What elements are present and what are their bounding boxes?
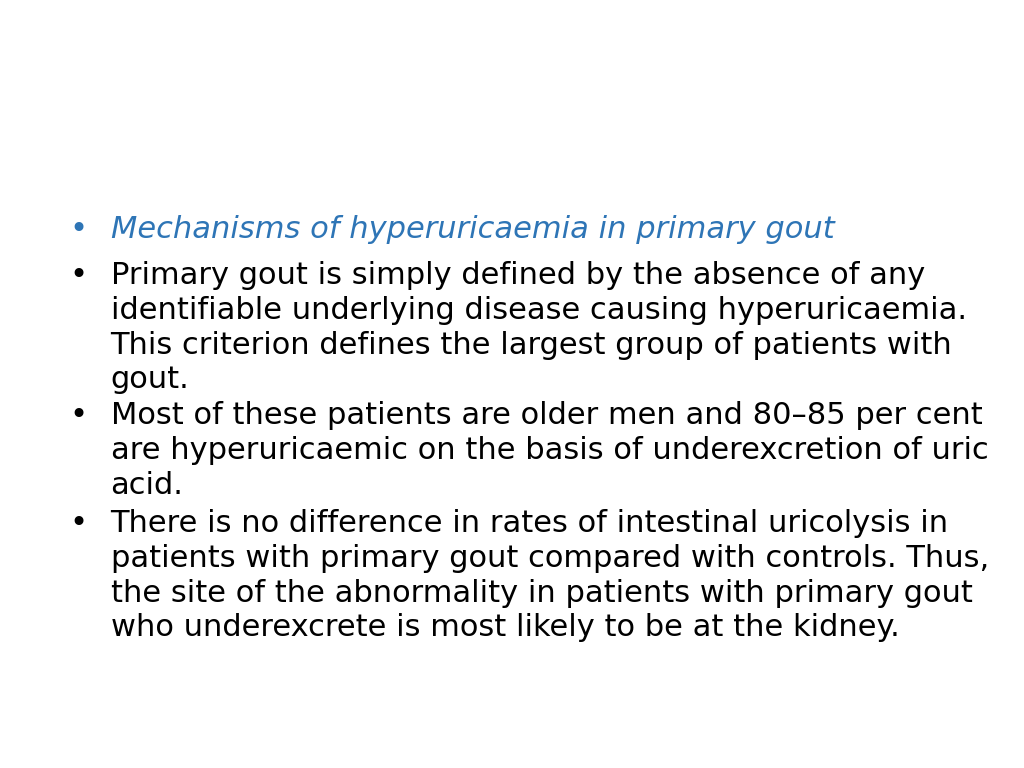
Text: •: • xyxy=(70,215,88,244)
Text: •: • xyxy=(70,401,88,430)
Text: Most of these patients are older men and 80–85 per cent
are hyperuricaemic on th: Most of these patients are older men and… xyxy=(111,401,988,499)
Text: There is no difference in rates of intestinal uricolysis in
patients with primar: There is no difference in rates of intes… xyxy=(111,509,989,642)
Text: Mechanisms of hyperuricaemia in primary gout: Mechanisms of hyperuricaemia in primary … xyxy=(111,215,835,244)
Text: Primary gout is simply defined by the absence of any
identifiable underlying dis: Primary gout is simply defined by the ab… xyxy=(111,261,967,394)
Text: •: • xyxy=(70,509,88,538)
Text: •: • xyxy=(70,261,88,290)
